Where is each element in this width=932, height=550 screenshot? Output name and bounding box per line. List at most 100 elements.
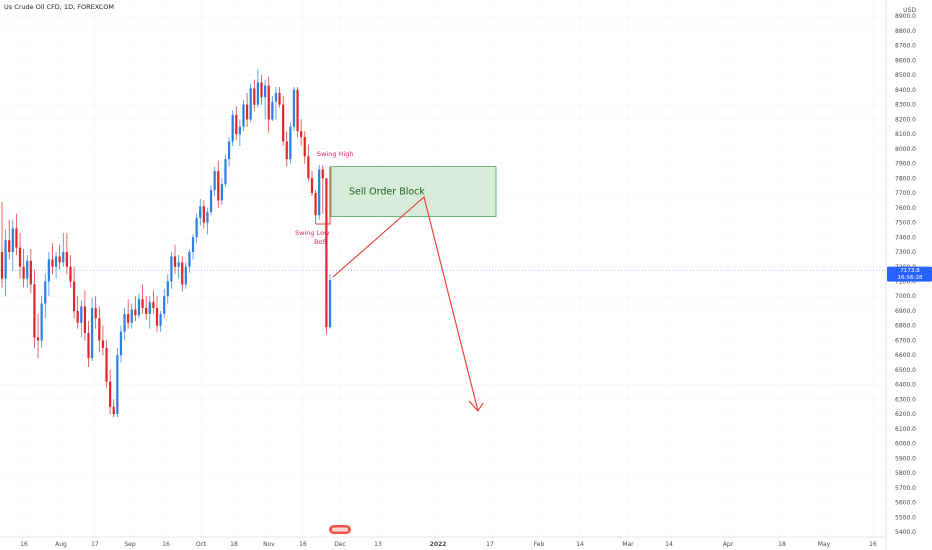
price-tick-label: 6800.0	[895, 323, 916, 330]
candle	[109, 369, 112, 415]
time-tick-label: 17	[91, 541, 99, 548]
candle	[18, 232, 22, 279]
candle-body	[101, 340, 105, 348]
candle-body	[127, 313, 130, 323]
candle-body	[271, 101, 274, 120]
price-tick-label: 6100.0	[895, 426, 916, 433]
price-tick-label: 8200.0	[895, 116, 916, 123]
candle-body	[249, 88, 252, 120]
price-tick-label: 7600.0	[895, 205, 916, 212]
candle-body	[321, 169, 324, 179]
time-axis[interactable]: 16 Aug 17 Sep 16 Oct 18 Nov 16 Dec 13 2022 17 Feb 14 Ma…	[20, 541, 877, 548]
candle-body	[8, 240, 11, 253]
candle	[202, 200, 205, 229]
time-tick-label: Aug	[55, 541, 67, 548]
candle-body	[18, 247, 22, 267]
candle	[184, 262, 187, 289]
candle	[321, 165, 324, 214]
candle-body	[310, 178, 314, 194]
candle	[209, 185, 213, 216]
price-tick-label: 8300.0	[895, 102, 916, 109]
candle-body	[90, 308, 94, 359]
candle-body	[109, 381, 112, 407]
candle-body	[105, 347, 108, 382]
candle-body	[289, 126, 292, 160]
candle-body	[245, 104, 249, 120]
price-tick-label: 6500.0	[895, 367, 916, 374]
candle	[325, 178, 328, 335]
last-price-badge: 7173.8 16:56:28	[887, 266, 932, 282]
candle	[235, 106, 238, 141]
candle-body	[148, 302, 151, 314]
candle	[47, 252, 50, 297]
time-tick-label: 13	[374, 541, 382, 548]
candle	[231, 110, 234, 146]
candle	[163, 288, 166, 319]
candle-body	[282, 104, 285, 142]
time-tick-label: 18	[230, 541, 238, 548]
candle-body	[98, 318, 101, 341]
candle-body	[231, 114, 234, 142]
candle	[58, 244, 61, 270]
candle	[195, 213, 198, 244]
candle-body	[29, 260, 32, 285]
tradingview-logo-badge[interactable]	[329, 525, 351, 534]
candle-body	[256, 82, 260, 105]
time-tick-label: Dec	[334, 541, 346, 548]
price-axis[interactable]: 8900.0 8800.0 8700.0 8600.0 8500.0 8400.0 8300…	[895, 13, 916, 536]
candle	[307, 144, 310, 182]
price-tick-label: 7500.0	[895, 220, 916, 227]
candle	[253, 79, 256, 111]
candle-body	[33, 284, 36, 338]
candle-body	[328, 280, 332, 328]
candle	[271, 95, 274, 121]
candle	[303, 131, 306, 164]
candle-body	[47, 259, 50, 282]
candle-body	[224, 159, 227, 185]
candle	[15, 213, 18, 255]
candle	[282, 95, 285, 146]
candle-body	[62, 252, 65, 263]
candle-body	[4, 240, 7, 279]
candle-body	[40, 303, 43, 341]
candle	[44, 274, 47, 319]
time-tick-label: 18	[778, 541, 786, 548]
candle-body	[188, 252, 191, 267]
time-tick-label: Apr	[723, 541, 734, 548]
price-tick-label: 8400.0	[895, 87, 916, 94]
price-tick-label: 8700.0	[895, 43, 916, 50]
time-tick-label: Feb	[534, 541, 545, 548]
price-tick-label: 8800.0	[895, 28, 916, 35]
price-tick-label: 7800.0	[895, 175, 916, 182]
candle	[22, 249, 25, 288]
time-tick-label: 16	[869, 541, 877, 548]
candle-body	[94, 308, 97, 319]
candle	[260, 75, 263, 105]
candle-body	[292, 89, 296, 127]
candle	[310, 170, 314, 197]
candle-body	[15, 228, 18, 248]
candle-body	[159, 313, 162, 326]
candle-body	[155, 308, 159, 326]
candle	[245, 92, 249, 127]
candle	[242, 100, 245, 132]
candle-body	[44, 281, 47, 304]
candle	[188, 249, 191, 273]
candle	[137, 293, 141, 319]
candle-body	[152, 302, 155, 309]
candle	[224, 154, 227, 188]
time-tick-label: Mar	[622, 541, 634, 548]
last-price-value: 7173.8	[900, 268, 920, 274]
candle-body	[26, 260, 29, 279]
candle	[274, 86, 278, 120]
candle-body	[58, 256, 61, 263]
candle-body	[318, 169, 321, 216]
candle	[141, 284, 144, 314]
time-tick-label: Oct	[196, 541, 207, 548]
price-tick-label: 8000.0	[895, 146, 916, 153]
candle	[80, 300, 83, 338]
candle-body	[300, 131, 303, 138]
swing-high-label: Swing High	[317, 150, 354, 158]
projection-arrow-head	[468, 400, 484, 412]
